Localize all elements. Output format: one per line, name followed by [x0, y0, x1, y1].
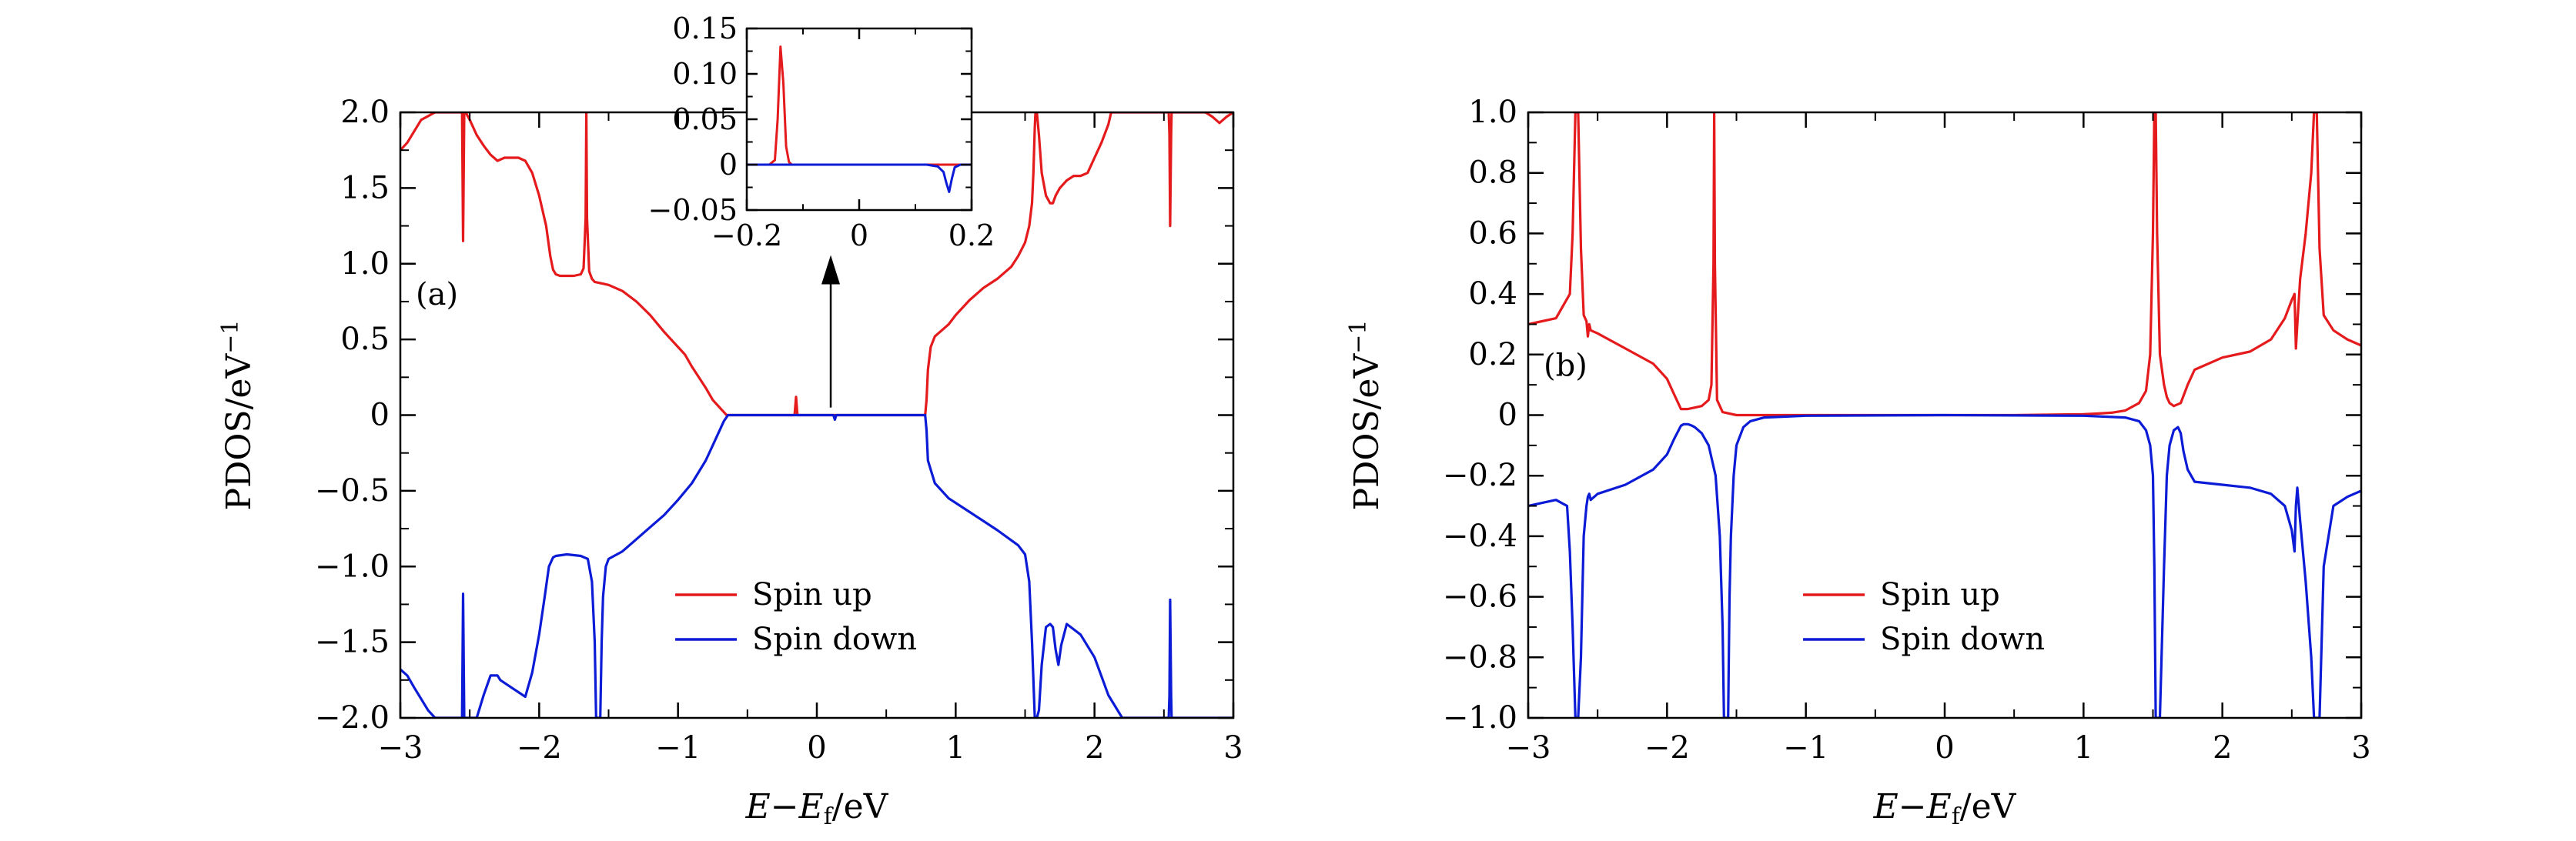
y-tick-label: −2.0	[315, 700, 390, 736]
x-tick-label: −0.2	[711, 219, 782, 252]
y-tick-label: 0.6	[1468, 215, 1517, 251]
x-tick-label: 0	[807, 730, 826, 766]
legend-label-spin-down: Spin down	[1880, 622, 2045, 657]
x-tick-label: 0.2	[948, 219, 995, 252]
series-spin-down-line	[1528, 413, 2361, 718]
y-tick-label: −0.5	[315, 473, 390, 509]
x-tick-label: 1	[2074, 730, 2093, 766]
y-tick-label: 0.2	[1468, 337, 1517, 372]
x-tick-label: 1	[946, 730, 965, 766]
inset-pointer-arrow	[821, 255, 841, 408]
y-tick-label: 0.05	[672, 102, 738, 136]
x-tick-label: −1	[655, 730, 701, 766]
y-tick-label: −0.05	[648, 193, 738, 227]
series-spin-down-line	[747, 163, 972, 193]
y-tick-label: 0	[370, 398, 390, 433]
x-tick-label: −2	[517, 730, 562, 766]
x-tick-label: 2	[2213, 730, 2232, 766]
y-tick-label: −0.8	[1443, 639, 1517, 675]
x-axis-title: E−Ef/eV	[745, 787, 889, 830]
legend: Spin up Spin down	[1803, 577, 2045, 657]
y-tick-label: −1.0	[315, 549, 390, 584]
series-spin-up-line	[1528, 112, 2361, 417]
legend: Spin up Spin down	[675, 577, 917, 657]
panel-a-inset: −0.2 0 0.2 −0.05 0 0.05 0.10 0.15	[648, 12, 995, 252]
panel-b: −3 −2 −1 0 1 2 3 −1.0 −0.8 −0.6 −0.4 −0.2 0 0.2 0.4 0.6…	[1345, 95, 2371, 830]
y-tick-label: 0.8	[1468, 155, 1517, 191]
x-tick-label: −3	[1506, 730, 1551, 766]
series-spin-down-line	[400, 413, 1233, 718]
y-tick-label: 0.5	[340, 322, 390, 357]
y-tick-label: 2.0	[340, 95, 390, 130]
y-tick-label: −0.2	[1443, 458, 1517, 493]
x-tick-label: 3	[1223, 730, 1243, 766]
y-tick-label: 1.5	[340, 170, 390, 205]
x-tick-label: 0	[850, 219, 868, 252]
y-tick-label: 0.4	[1468, 276, 1517, 312]
y-tick-label: −1.5	[315, 625, 390, 660]
x-tick-label: 3	[2351, 730, 2370, 766]
y-tick-label: 0.10	[672, 57, 738, 91]
y-axis-title-group: PDOS/eV−1	[217, 320, 259, 511]
y-tick-label: 1.0	[340, 246, 390, 282]
y-tick-label: −1.0	[1443, 700, 1517, 736]
legend-label-spin-down: Spin down	[752, 622, 917, 657]
y-tick-label: −0.4	[1443, 519, 1517, 554]
arrow-head	[821, 255, 841, 285]
y-tick-label: 0	[1498, 398, 1517, 433]
panel-a: −3 −2 −1 0 1 2 3 −2.0 −1.5 −1.0 −0.5 0 0.5 1.0 1.5 2.0 (…	[217, 95, 1243, 830]
y-tick-label: 0	[719, 148, 738, 182]
x-tick-label: −3	[378, 730, 423, 766]
y-axis-title: PDOS/eV−1	[217, 320, 259, 511]
x-tick-label: −2	[1644, 730, 1690, 766]
y-tick-label: −0.6	[1443, 579, 1517, 615]
y-tick-label: 1.0	[1468, 95, 1517, 130]
y-axis-title: PDOS/eV−1	[1345, 320, 1387, 511]
x-axis-title: E−Ef/eV	[1873, 787, 2017, 830]
legend-label-spin-up: Spin up	[1880, 577, 2000, 612]
panel-label: (a)	[416, 277, 458, 312]
y-axis-title-group: PDOS/eV−1	[1345, 320, 1387, 511]
legend-label-spin-up: Spin up	[752, 577, 872, 612]
x-tick-label: −1	[1783, 730, 1828, 766]
x-tick-label: 0	[1935, 730, 1954, 766]
y-tick-label: 0.15	[672, 12, 738, 45]
panel-label: (b)	[1544, 348, 1587, 383]
x-tick-label: 2	[1085, 730, 1104, 766]
